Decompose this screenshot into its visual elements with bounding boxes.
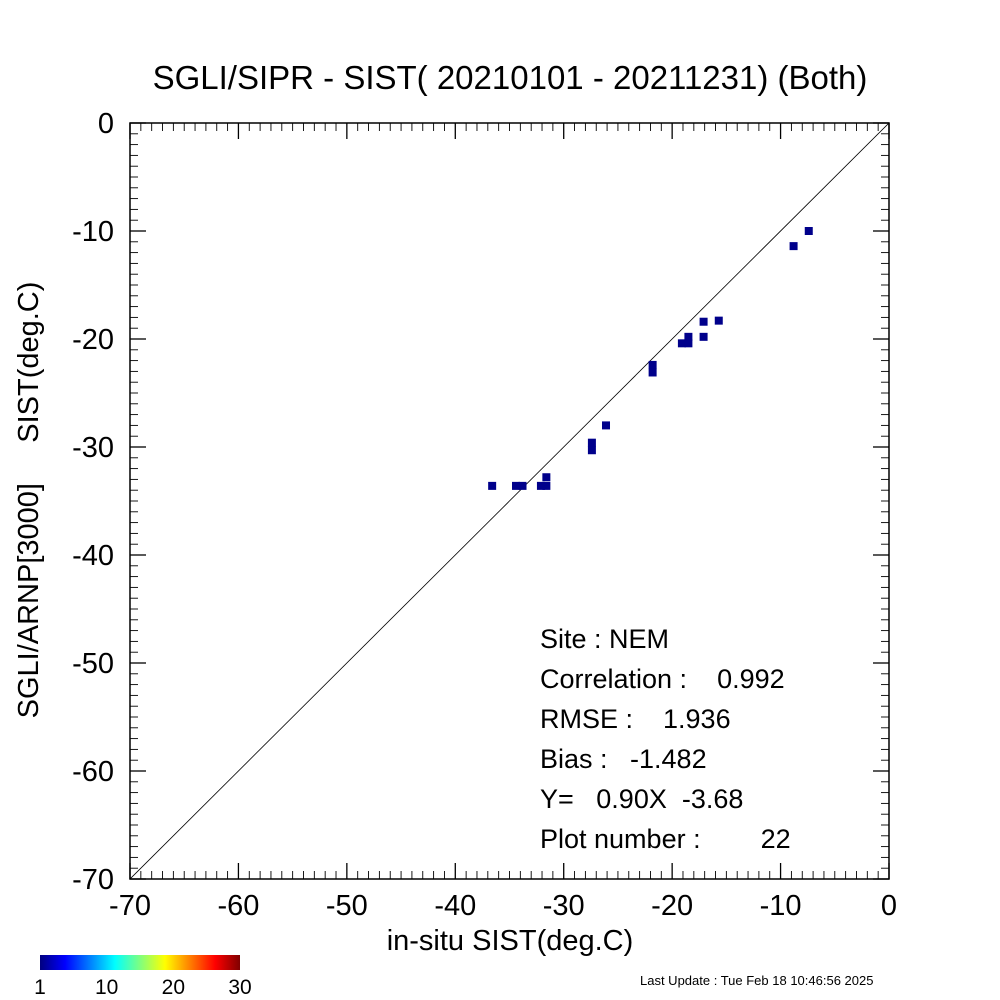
stat-site: Site : NEM	[540, 624, 669, 654]
plot-frame	[129, 122, 890, 880]
stat-plot-number: Plot number : 22	[540, 824, 791, 854]
x-tick-label: -60	[217, 890, 259, 922]
x-tick-label: -10	[760, 890, 802, 922]
data-point	[602, 421, 611, 430]
data-point	[542, 473, 551, 482]
y-tick-label: -20	[72, 324, 114, 356]
colorbar-tick-label: 30	[228, 976, 251, 999]
y-tick-label: 0	[98, 108, 114, 140]
colorbar-tick-labels: 1 10 20 30	[34, 976, 252, 999]
last-update-timestamp: Last Update : Tue Feb 18 10:46:56 2025	[640, 973, 873, 988]
data-point	[648, 360, 657, 369]
y-tick-label: -40	[72, 540, 114, 572]
data-point	[488, 481, 497, 490]
x-tick-label: -20	[651, 890, 693, 922]
colorbar	[40, 955, 240, 970]
one-to-one-reference-line	[130, 123, 889, 879]
y-tick-label: -30	[72, 432, 114, 464]
y-tick-label: -60	[72, 756, 114, 788]
y-axis-label: SGLI/ARNP[3000] SIST(deg.C)	[13, 282, 45, 719]
x-axis-label: in-situ SIST(deg.C)	[387, 925, 634, 957]
data-points	[488, 227, 813, 490]
stat-regression-equation: Y= 0.90X -3.68	[540, 784, 743, 814]
data-point	[699, 332, 708, 341]
data-point	[804, 227, 813, 235]
data-point	[684, 339, 693, 348]
colorbar-tick-label: 1	[34, 976, 46, 999]
data-point	[648, 368, 657, 377]
stat-bias: Bias : -1.482	[540, 744, 707, 774]
x-tick-labels: -70 -60 -50 -40 -30 -20 -10 0	[109, 890, 897, 922]
x-tick-label: -30	[543, 890, 585, 922]
data-point	[714, 316, 723, 325]
statistics-block: Site : NEM Correlation : 0.992 RMSE : 1.…	[540, 624, 791, 854]
data-point	[587, 438, 596, 447]
y-tick-label: -50	[72, 648, 114, 680]
x-tick-label: 0	[881, 890, 897, 922]
chart-title: SGLI/SIPR - SIST( 20210101 - 20211231) (…	[153, 59, 868, 96]
data-point	[542, 481, 551, 490]
colorbar-tick-label: 20	[162, 976, 185, 999]
stat-correlation: Correlation : 0.992	[540, 664, 785, 694]
y-tick-labels: -70 -60 -50 -40 -30 -20 -10 0	[72, 108, 114, 896]
x-tick-label: -50	[326, 890, 368, 922]
data-point	[699, 317, 708, 326]
data-point	[587, 446, 596, 455]
data-point	[789, 242, 798, 251]
y-tick-label: -70	[72, 864, 114, 896]
colorbar-tick-label: 10	[95, 976, 118, 999]
data-point	[518, 481, 527, 490]
data-point	[677, 339, 686, 348]
x-tick-label: -40	[434, 890, 476, 922]
y-tick-label: -10	[72, 216, 114, 248]
stat-rmse: RMSE : 1.936	[540, 704, 731, 734]
minor-ticks	[130, 123, 889, 879]
x-tick-label: -70	[109, 890, 151, 922]
data-point	[512, 481, 521, 490]
data-point	[536, 481, 545, 490]
data-point	[684, 332, 693, 341]
